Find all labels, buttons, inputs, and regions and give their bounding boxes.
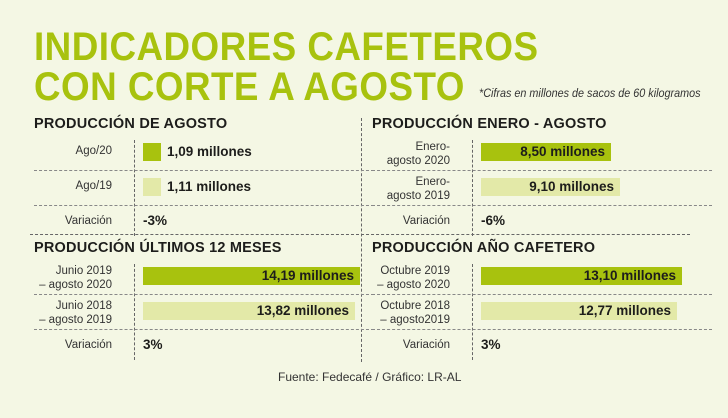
value-label: 13,82 millones	[256, 303, 349, 318]
label-separator	[472, 264, 473, 360]
value-label: 1,09 millones	[167, 144, 252, 159]
variation-value: 3%	[481, 337, 501, 352]
panel-august: PRODUCCIÓN DE AGOSTO Ago/20 1,09 millones A…	[34, 116, 374, 236]
value-label: 12,77 millones	[578, 303, 671, 318]
row-divider	[34, 170, 374, 171]
value-label: 1,11 millones	[167, 179, 252, 194]
row-divider	[372, 170, 712, 171]
row-divider	[34, 294, 374, 295]
bar-previous	[481, 178, 620, 196]
category-label: Enero-agosto 2020	[386, 141, 450, 167]
bar-previous	[481, 302, 677, 320]
value-label: 8,50 millones	[520, 144, 605, 159]
source-credit: Fuente: Fedecafé / Gráfico: LR-AL	[278, 370, 462, 384]
row-divider	[372, 329, 712, 330]
category-label: Junio 2019– agosto 2020	[39, 265, 112, 291]
category-label: Octubre 2019– agosto 2020	[377, 265, 450, 291]
bar-current	[481, 267, 682, 285]
variation-value: -3%	[143, 213, 168, 228]
category-label: Octubre 2018– agosto2019	[380, 300, 450, 326]
bar-current	[143, 143, 161, 161]
units-note: *Cifras en millones de sacos de 60 kilog…	[479, 86, 701, 100]
variation-value: -6%	[481, 213, 506, 228]
label-separator	[134, 140, 135, 236]
page-title-line-1: INDICADORES CAFETEROS	[34, 25, 539, 69]
variation-label: Variación	[402, 215, 450, 227]
row-divider	[372, 294, 712, 295]
bar-current	[481, 143, 611, 161]
value-label: 9,10 millones	[529, 179, 614, 194]
row-divider	[372, 205, 712, 206]
variation-value: 3%	[143, 337, 163, 352]
value-label: 13,10 millones	[583, 268, 676, 283]
panel-jan-aug: PRODUCCIÓN ENERO - AGOSTO Enero-agosto 20…	[372, 116, 712, 236]
bar-previous	[143, 178, 161, 196]
panel-title: PRODUCCIÓN ENERO - AGOSTO	[372, 116, 607, 132]
variation-label: Variación	[402, 339, 450, 351]
panel-title: PRODUCCIÓN ÚLTIMOS 12 MESES	[34, 240, 282, 256]
category-label: Enero-agosto 2019	[386, 176, 450, 202]
category-label: Ago/19	[75, 180, 112, 192]
label-separator	[134, 264, 135, 360]
panel-coffee-year: PRODUCCIÓN AÑO CAFETERO Octubre 2019– ago…	[372, 240, 712, 360]
category-label: Ago/20	[75, 145, 112, 157]
value-label: 14,19 millones	[261, 268, 354, 283]
bar-current	[143, 267, 360, 285]
panel-last-12-months: PRODUCCIÓN ÚLTIMOS 12 MESES Junio 2019– a…	[34, 240, 374, 360]
horizontal-divider	[30, 234, 690, 235]
category-label: Junio 2018– agosto 2019	[39, 300, 112, 326]
vertical-divider	[361, 118, 362, 362]
panel-title: PRODUCCIÓN DE AGOSTO	[34, 116, 228, 132]
panel-title: PRODUCCIÓN AÑO CAFETERO	[372, 240, 596, 256]
page-title-line-2: CON CORTE A AGOSTO	[34, 65, 465, 109]
variation-label: Variación	[64, 215, 112, 227]
row-divider	[34, 329, 374, 330]
row-divider	[34, 205, 374, 206]
bar-previous	[143, 302, 355, 320]
label-separator	[472, 140, 473, 236]
variation-label: Variación	[64, 339, 112, 351]
